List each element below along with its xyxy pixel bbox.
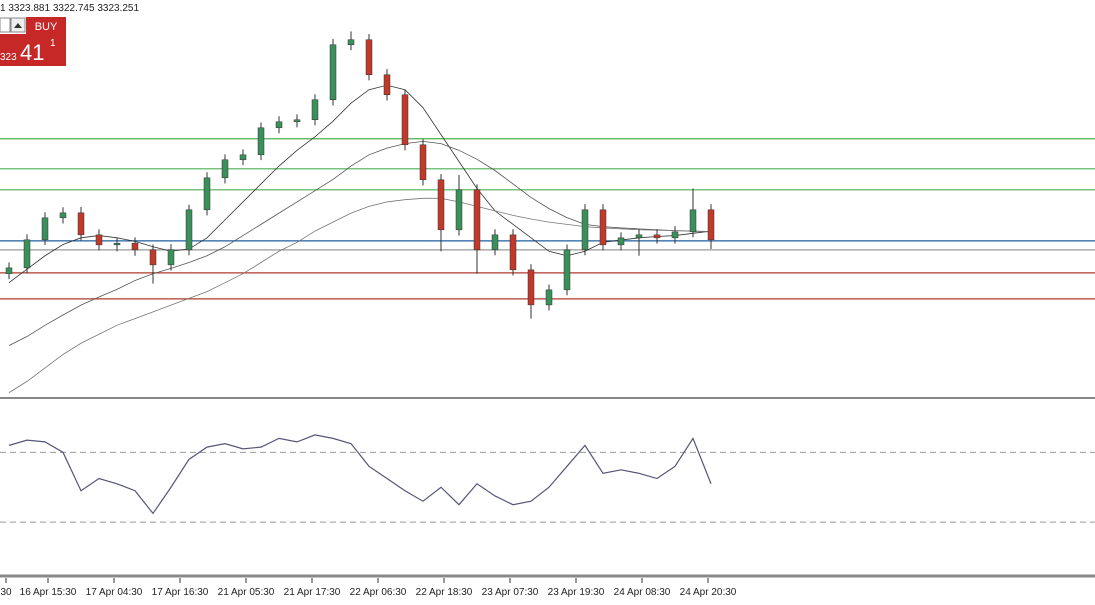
candle-body xyxy=(527,269,535,306)
x-tick-label: 23 Apr 07:30 xyxy=(482,587,539,598)
candle-body xyxy=(347,39,355,45)
candle-body xyxy=(41,217,49,241)
candle-body xyxy=(617,237,625,246)
candle-body xyxy=(563,249,571,291)
candle-body xyxy=(473,189,481,251)
candle-body xyxy=(95,234,103,246)
price-super: 1 xyxy=(50,38,56,49)
moving-average xyxy=(8,84,712,284)
candle-body xyxy=(131,242,139,251)
candle-body xyxy=(221,159,229,179)
moving-average xyxy=(8,140,712,346)
rsi-line xyxy=(8,434,712,515)
candle-body xyxy=(203,177,211,211)
candle-body xyxy=(311,99,319,121)
candle-body xyxy=(59,212,67,219)
candle-body xyxy=(23,239,31,269)
candle-body xyxy=(545,289,553,306)
candle-body xyxy=(455,189,463,231)
candle-body xyxy=(293,119,301,123)
x-tick-label: 21 Apr 05:30 xyxy=(218,587,275,598)
buy-price-box xyxy=(0,34,26,66)
candle-body xyxy=(365,39,373,76)
x-tick-label: 22 Apr 18:30 xyxy=(416,587,473,598)
candle-body xyxy=(329,44,337,100)
x-tick-label: 24 Apr 20:30 xyxy=(680,587,737,598)
candle-body xyxy=(599,209,607,246)
buy-button[interactable] xyxy=(26,17,66,66)
buy-label: BUY xyxy=(35,21,58,33)
x-tick-label: 17 Apr 04:30 xyxy=(86,587,143,598)
candle-body xyxy=(239,154,247,161)
x-tick-label: 16 Apr 15:30 xyxy=(20,587,77,598)
x-tick-label: 30 xyxy=(0,587,12,598)
x-tick-label: 21 Apr 17:30 xyxy=(284,587,341,598)
candle-body xyxy=(257,127,265,156)
candle-body xyxy=(671,231,679,239)
x-tick-label: 23 Apr 19:30 xyxy=(548,587,605,598)
candle-body xyxy=(635,234,643,239)
price-big: 41 xyxy=(20,40,44,65)
lot-input[interactable] xyxy=(0,17,11,33)
price-prefix: 323 xyxy=(0,52,17,63)
candle-body xyxy=(653,234,661,239)
candle-body xyxy=(5,267,13,274)
candle-body xyxy=(167,249,175,266)
candle-body xyxy=(707,209,715,241)
candle-body xyxy=(185,209,193,251)
candle-body xyxy=(419,144,427,181)
x-tick-label: 22 Apr 06:30 xyxy=(350,587,407,598)
spin-arrow xyxy=(14,23,22,28)
x-tick-label: 17 Apr 16:30 xyxy=(152,587,209,598)
candle-body xyxy=(509,234,517,271)
candle-body xyxy=(383,74,391,96)
candle-body xyxy=(149,249,157,266)
info-bar: 1 3323.881 3322.745 3323.251 xyxy=(0,3,139,14)
candle-body xyxy=(581,209,589,251)
candle-body xyxy=(113,242,121,246)
candle-body xyxy=(689,209,697,233)
moving-average xyxy=(8,197,712,393)
candle-body xyxy=(491,234,499,251)
candle-body xyxy=(437,179,445,231)
x-tick-label: 24 Apr 08:30 xyxy=(614,587,671,598)
candle-body xyxy=(275,121,283,129)
candle-body xyxy=(401,94,409,146)
candle-body xyxy=(77,212,85,236)
